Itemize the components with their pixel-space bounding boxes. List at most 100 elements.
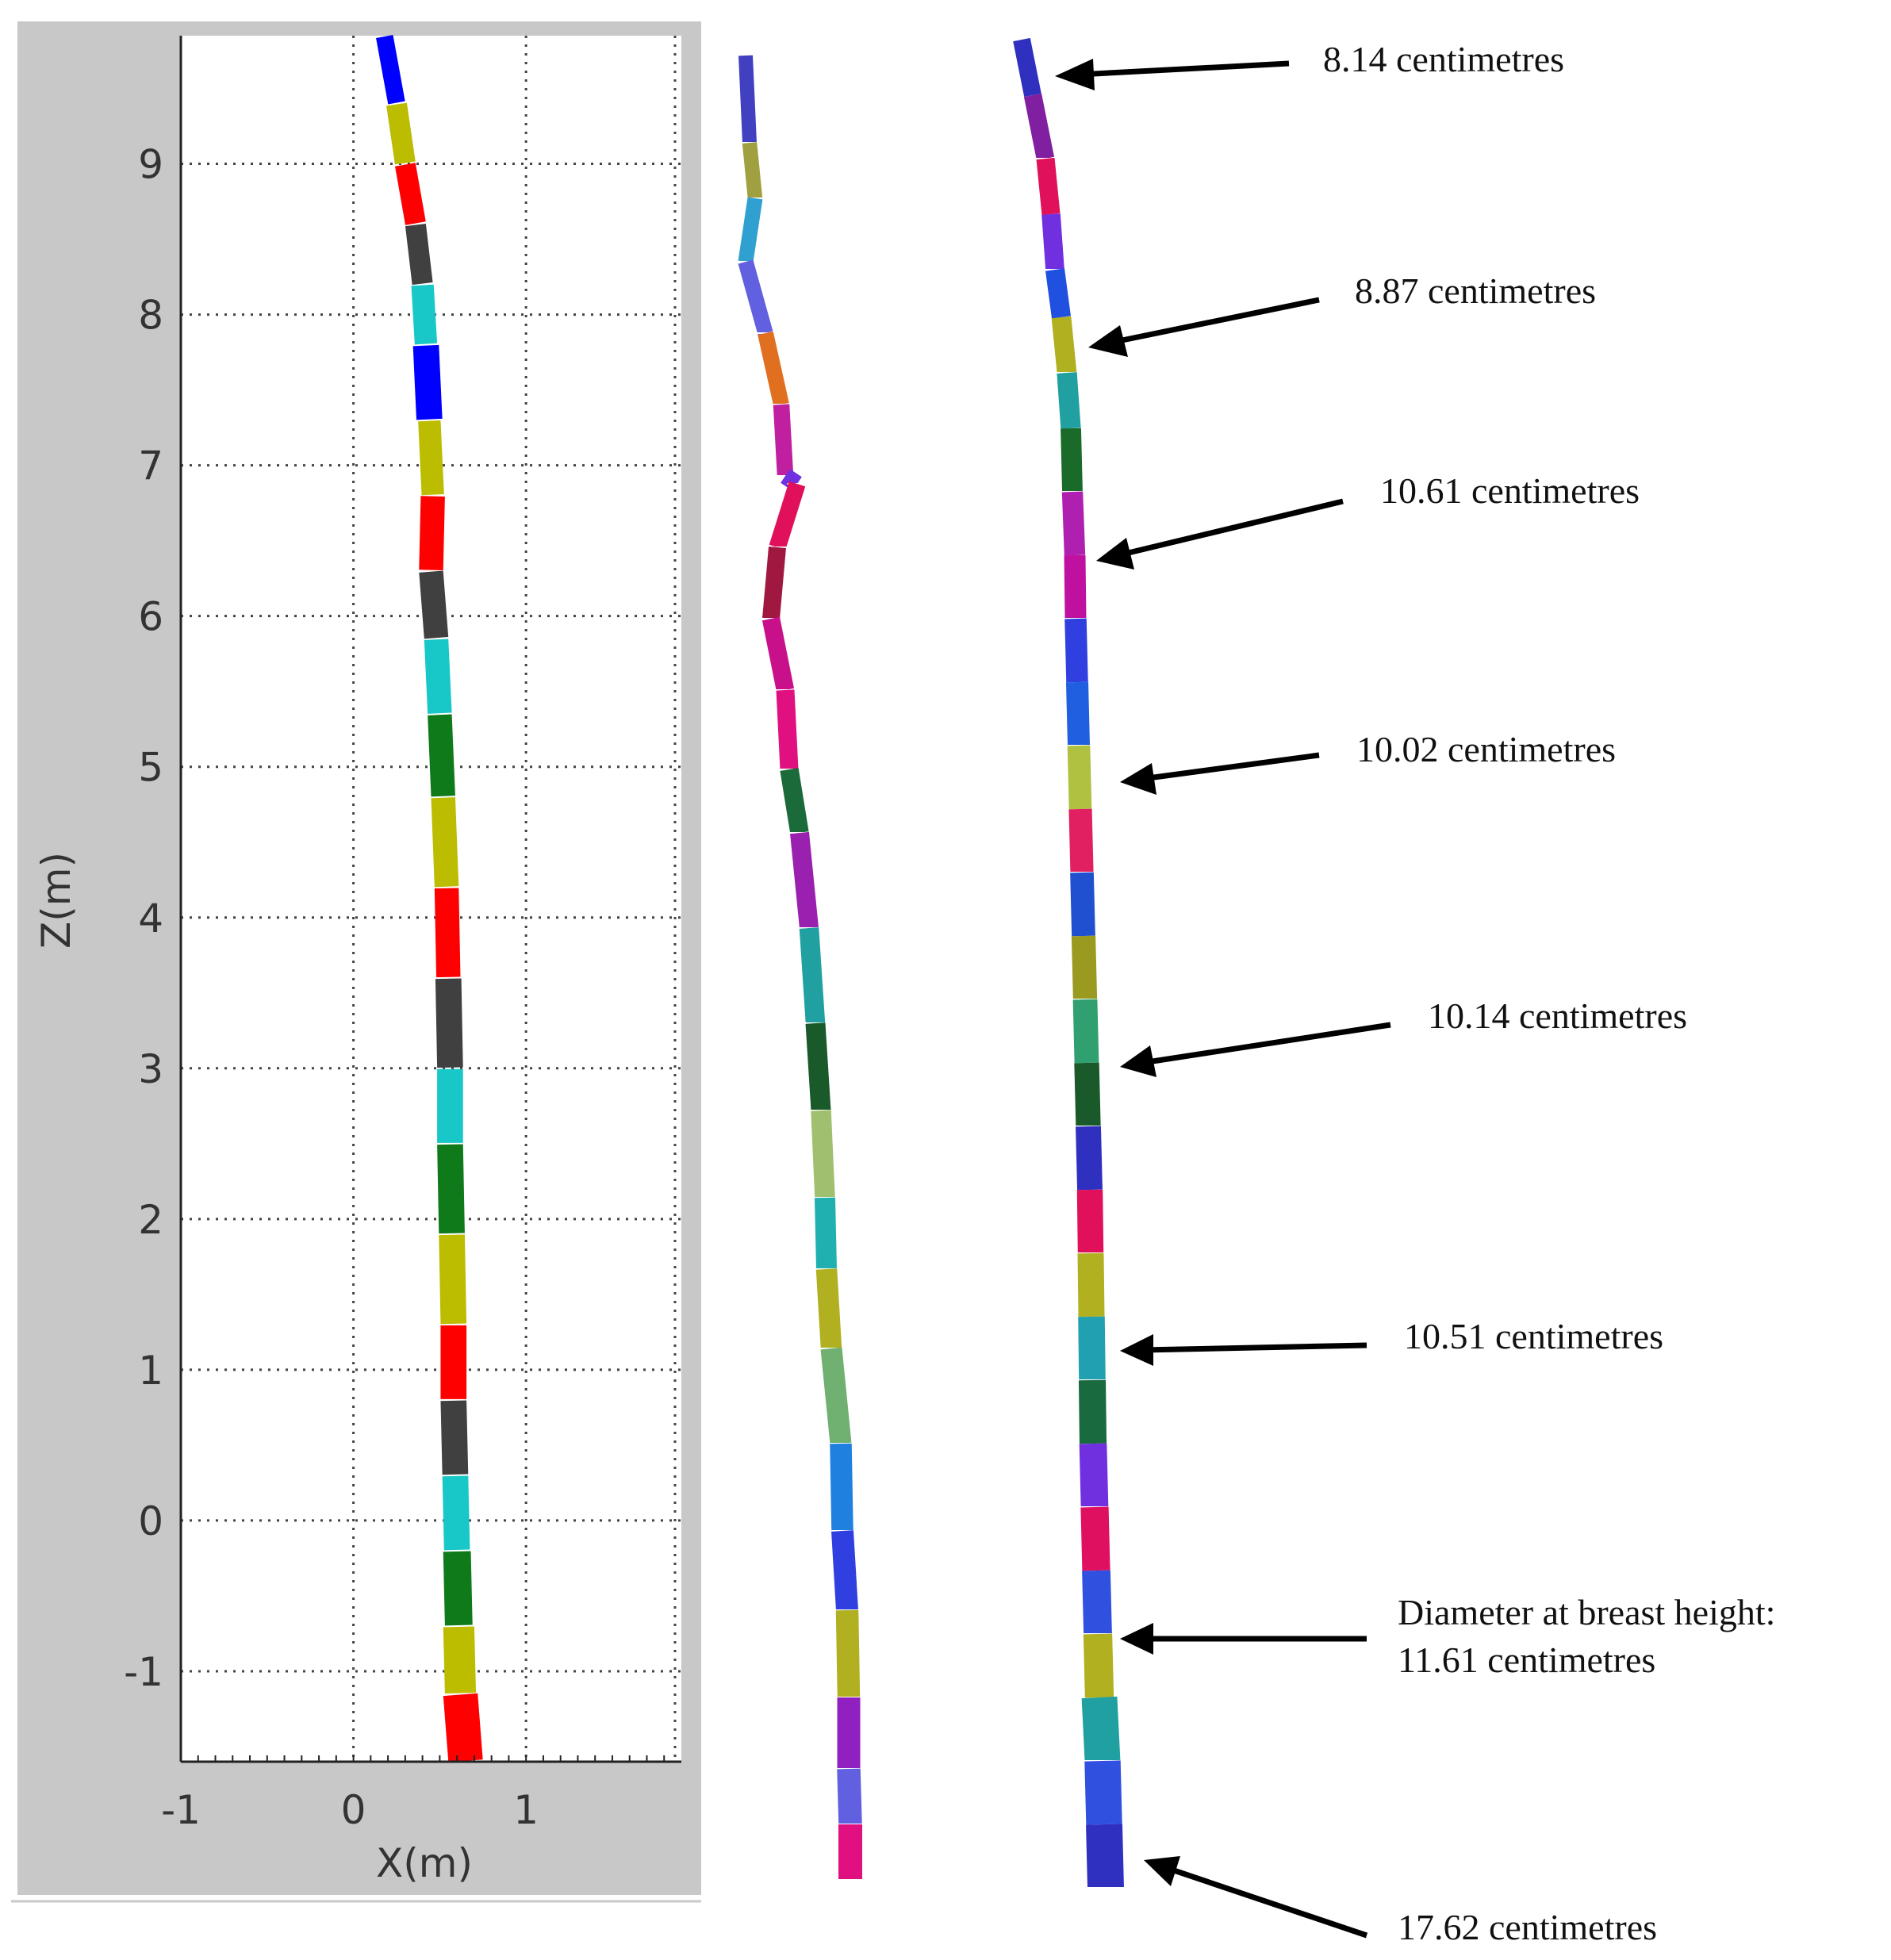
x-tick-label: 0 — [341, 1787, 366, 1833]
y-tick-label: 1 — [138, 1348, 163, 1394]
stem-model-right-segment — [1076, 1189, 1104, 1254]
stem-segment — [419, 496, 445, 571]
stem-model-right-segment — [1051, 316, 1077, 374]
stem-model-right-segment — [1064, 554, 1087, 619]
stem-segment — [386, 102, 416, 165]
arrow-10-14 — [1141, 1022, 1391, 1066]
arrow-10-61 — [1118, 498, 1344, 558]
plot-panel: -1 0 1 2 3 4 5 6 7 8 9 -1 0 1 X(m) Z(m) — [17, 21, 701, 1895]
stem-segment — [442, 1475, 470, 1551]
annotation-label-10-02: 10.02 centimetres — [1356, 729, 1616, 769]
stem-model-right-segment — [1065, 681, 1091, 746]
annotation-label-8-14: 8.14 centimetres — [1323, 39, 1564, 79]
stem-model-right-segment — [1067, 745, 1092, 810]
y-tick-label: 4 — [138, 896, 163, 942]
stem-model-right-segment — [1079, 1443, 1109, 1508]
annotation-arrows — [1055, 59, 1391, 1939]
stem-model-right-segment — [1045, 268, 1071, 319]
stem-model-right-segment — [1070, 872, 1095, 937]
y-tick-label: -1 — [124, 1649, 163, 1695]
arrow-10-02 — [1141, 752, 1320, 782]
y-tick-label: 3 — [138, 1046, 163, 1092]
arrow-17-62 — [1163, 1864, 1368, 1939]
stem-model-right-segment — [1068, 808, 1094, 873]
stem-segment — [443, 1626, 477, 1693]
stem-model-middle-segment — [738, 259, 773, 336]
stem-segment — [443, 1551, 473, 1626]
y-tick-label: 0 — [138, 1498, 163, 1544]
stem-model-right-segment — [1071, 935, 1098, 1000]
stem-segment — [411, 284, 438, 345]
stem-segment — [435, 978, 463, 1068]
y-tick-label: 7 — [138, 443, 163, 489]
annotation-label-17-62: 17.62 centimetres — [1398, 1907, 1657, 1947]
y-tick-label: 2 — [138, 1197, 163, 1243]
stem-model-right-segment — [1072, 999, 1099, 1064]
arrow-10-51 — [1141, 1342, 1367, 1353]
stem-model-right-segment — [1013, 37, 1041, 98]
stem-model-middle-segment — [837, 1768, 862, 1825]
stem-segment — [434, 888, 461, 978]
arrowhead-8-87 — [1088, 325, 1128, 357]
annotation-label-10-61: 10.61 centimetres — [1380, 470, 1640, 511]
y-axis-label: Z(m) — [33, 852, 79, 949]
stem-segment — [424, 639, 452, 714]
annotation-label-10-51: 10.51 centimetres — [1404, 1316, 1663, 1356]
stem-model-middle-segment — [799, 927, 826, 1024]
stem-model-right-segment — [1086, 1824, 1124, 1889]
stem-model-right-segment — [1074, 1062, 1101, 1127]
stem-model-middle — [736, 55, 864, 1881]
stem-segment — [405, 224, 433, 286]
arrowhead-10-14 — [1120, 1045, 1156, 1077]
stem-model-right-segment — [1076, 1126, 1103, 1191]
stem-model-right-segment — [1080, 1506, 1110, 1571]
stem-model-right-segment — [1023, 93, 1055, 161]
stem-model-right-segment — [1064, 618, 1088, 683]
stem-model-right-segment — [1083, 1633, 1114, 1698]
x-tick-labels: -1 0 1 — [161, 1787, 539, 1833]
x-tick-label: 1 — [513, 1787, 539, 1833]
stem-model-right-segment — [1036, 157, 1061, 216]
arrowhead-17-62 — [1144, 1856, 1180, 1886]
stem-segment — [418, 420, 444, 496]
arrow-8-14 — [1078, 60, 1290, 78]
annotation-label-dbh-value: 11.61 centimetres — [1398, 1640, 1655, 1680]
stem-model-middle-segment — [830, 1443, 853, 1532]
arrowhead-10-61 — [1096, 538, 1134, 570]
annotation-label-8-87: 8.87 centimetres — [1355, 270, 1596, 311]
stem-segment — [395, 163, 426, 225]
annotation-label-10-14: 10.14 centimetres — [1428, 995, 1687, 1036]
y-tick-label: 6 — [138, 594, 163, 640]
stem-model-right-segment — [1082, 1570, 1112, 1635]
stem-segment — [412, 344, 443, 420]
stem-model-right-segment — [1078, 1316, 1106, 1381]
stem-model-right-segment — [1061, 428, 1083, 493]
stem-segment — [419, 570, 449, 639]
stem-model-right — [1013, 37, 1126, 1889]
stem-model-middle-segment — [762, 547, 786, 619]
stem-model-middle-segment — [781, 469, 802, 491]
stem-model-middle-segment — [811, 1110, 835, 1199]
stem-model-right-segment — [1057, 372, 1081, 429]
stem-model-middle-segment — [835, 1609, 861, 1698]
stem-model-middle-segment — [831, 1530, 858, 1611]
stem-model-middle-segment — [773, 404, 794, 477]
annotation-label-dbh-title: Diameter at breast height: — [1398, 1592, 1775, 1632]
stem-model-right-segment — [1081, 1696, 1121, 1762]
y-tick-label: 9 — [138, 142, 163, 188]
stem-segment — [428, 714, 455, 797]
arrow-8-87 — [1110, 297, 1320, 346]
stem-segment — [431, 797, 459, 888]
stem-segment — [443, 1693, 483, 1762]
x-tick-marks — [180, 1755, 665, 1762]
stem-model-right-segment — [1084, 1760, 1122, 1825]
stem-model-middle-segment — [738, 55, 757, 144]
stem-model-middle-segment — [820, 1347, 852, 1445]
stem-model-middle-segment — [780, 768, 809, 834]
y-tick-label: 5 — [138, 745, 163, 791]
x-axis-label: X(m) — [376, 1840, 473, 1886]
stem-model-middle-segment — [738, 197, 763, 263]
stem-model-middle-segment — [815, 1197, 837, 1270]
annotations: 8.14 centimetres 8.87 centimetres 10.61 … — [1055, 39, 1775, 1947]
